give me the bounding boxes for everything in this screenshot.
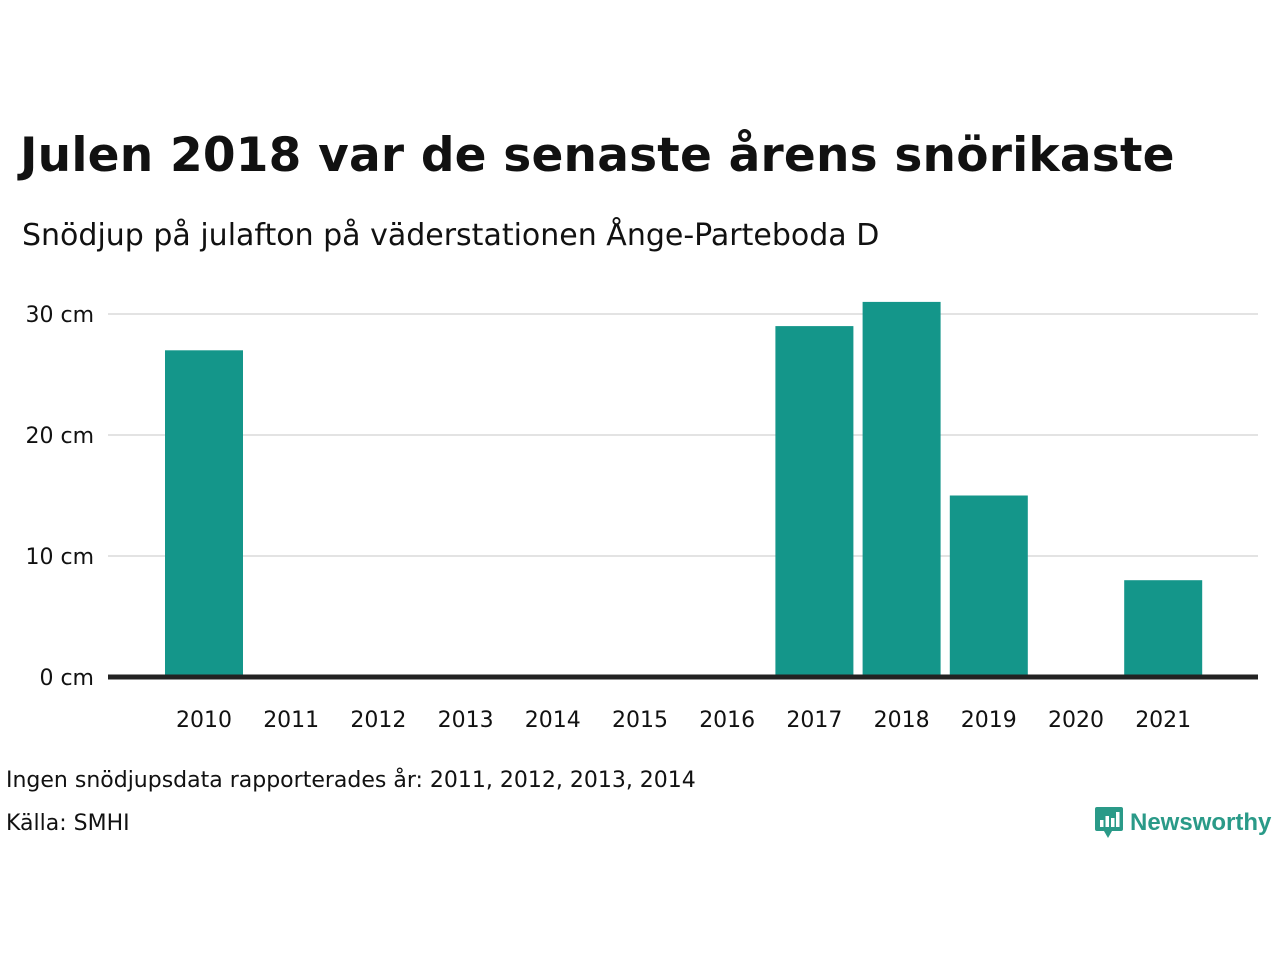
chart-subtitle: Snödjup på julafton på väderstationen Ån… xyxy=(22,218,880,253)
source-note: Källa: SMHI xyxy=(6,811,130,836)
x-tick-label-2016: 2016 xyxy=(699,708,755,733)
y-tick-label: 30 cm xyxy=(25,303,94,328)
x-tick-label-2011: 2011 xyxy=(263,708,319,733)
bar-chart: 0 cm 10 cm 20 cm 30 cm 2010 2011 2012 2013 2014 2… xyxy=(25,301,1258,733)
bar-2017 xyxy=(775,326,854,677)
x-tick-label-2020: 2020 xyxy=(1048,708,1104,733)
bar-2019 xyxy=(949,495,1028,677)
x-tick-label-2014: 2014 xyxy=(525,708,581,733)
newsworthy-logo-icon xyxy=(1095,807,1123,838)
newsworthy-logo[interactable]: Newsworthy xyxy=(1094,806,1271,840)
bar-2010 xyxy=(165,350,243,677)
x-tick-label-2018: 2018 xyxy=(874,708,930,733)
x-tick-label-2015: 2015 xyxy=(612,708,668,733)
x-tick-label-2021: 2021 xyxy=(1135,708,1191,733)
y-tick-label: 0 cm xyxy=(39,666,94,691)
bar-2018 xyxy=(862,301,941,677)
grid-lines xyxy=(108,313,1258,557)
x-tick-label-2012: 2012 xyxy=(350,708,406,733)
bars xyxy=(165,301,1203,677)
x-tick-label-2019: 2019 xyxy=(961,708,1017,733)
x-tick-label-2013: 2013 xyxy=(438,708,494,733)
footnote: Ingen snödjupsdata rapporterades år: 201… xyxy=(6,768,696,793)
x-tick-label-2017: 2017 xyxy=(786,708,842,733)
bar-2021 xyxy=(1124,580,1203,677)
logo-text: Newsworthy xyxy=(1130,809,1272,836)
axes: 0 cm 10 cm 20 cm 30 cm 2010 2011 2012 2013 2014 2… xyxy=(25,303,1258,733)
x-tick-label-2010: 2010 xyxy=(176,708,232,733)
chart-title: Julen 2018 var de senaste årens snörikas… xyxy=(20,128,1175,183)
y-tick-label: 10 cm xyxy=(25,545,94,570)
y-tick-label: 20 cm xyxy=(25,424,94,449)
